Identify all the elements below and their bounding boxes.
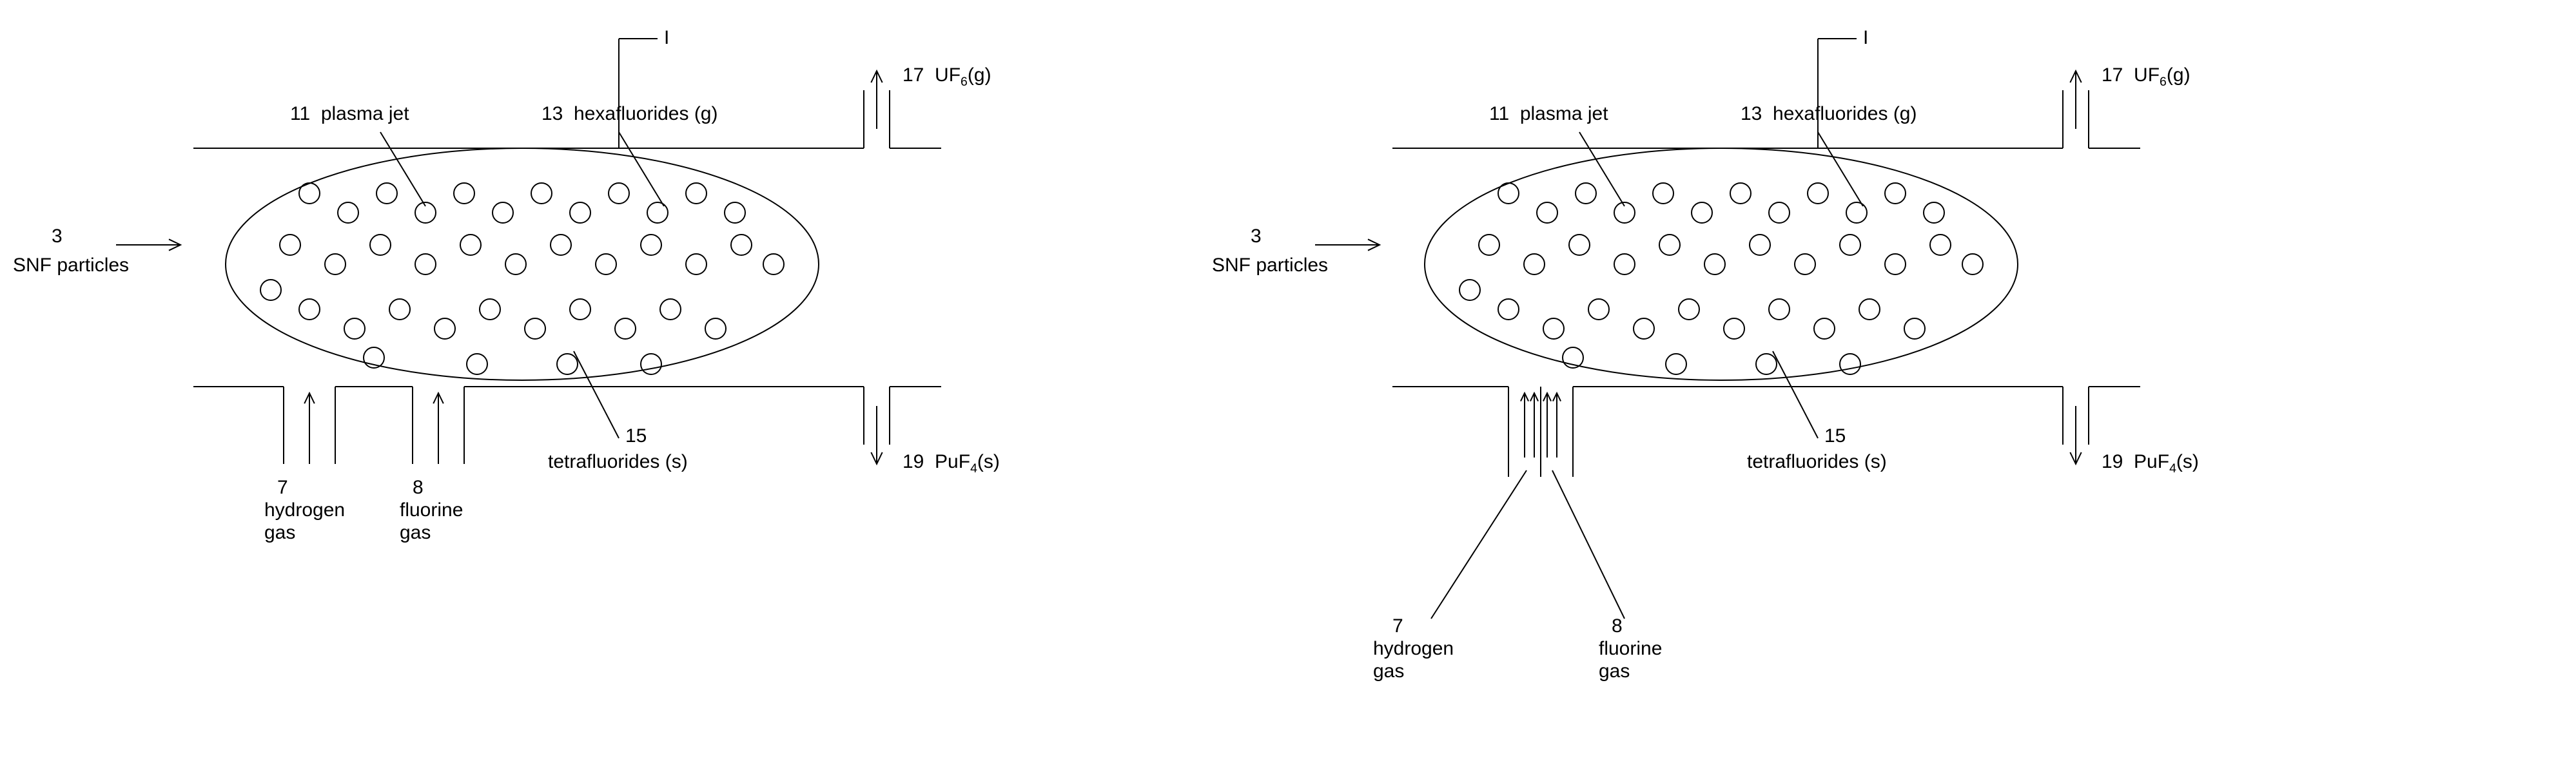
label-snf-num: 3 [1251,226,1262,248]
label-tetra-num: 15 [625,425,647,448]
label-tetra-num: 15 [1824,425,1846,448]
label-hexafluorides: 13 hexafluorides (g) [542,103,718,126]
label-chamber-I: I [664,27,669,50]
label-uf6-out: 17 UF6(g) [903,64,991,89]
label-hydrogen-text: hydrogen gas [264,499,345,544]
label-plasma-jet: 11 plasma jet [1489,103,1608,126]
label-hexafluorides: 13 hexafluorides (g) [1741,103,1917,126]
label-hydrogen-num: 7 [277,477,288,499]
diagram-svg [13,13,1044,722]
label-puf4-out: 19 PuF4(s) [903,451,1000,476]
label-tetra-text: tetrafluorides (s) [1747,451,1887,474]
label-plasma-jet: 11 plasma jet [290,103,409,126]
label-snf-text: SNF particles [13,255,129,277]
label-tetra-text: tetrafluorides (s) [548,451,688,474]
label-fluorine-num: 8 [1612,615,1623,638]
label-hydrogen-num: 7 [1392,615,1403,638]
label-hydrogen-text: hydrogen gas [1373,638,1454,682]
diagram-svg [1212,13,2243,722]
label-snf-text: SNF particles [1212,255,1328,277]
label-chamber-I: I [1863,27,1868,50]
label-snf-num: 3 [52,226,63,248]
label-uf6-out: 17 UF6(g) [2102,64,2191,89]
label-fluorine-text: fluorine gas [400,499,463,544]
label-puf4-out: 19 PuF4(s) [2102,451,2199,476]
label-fluorine-text: fluorine gas [1599,638,1662,682]
label-fluorine-num: 8 [413,477,424,499]
